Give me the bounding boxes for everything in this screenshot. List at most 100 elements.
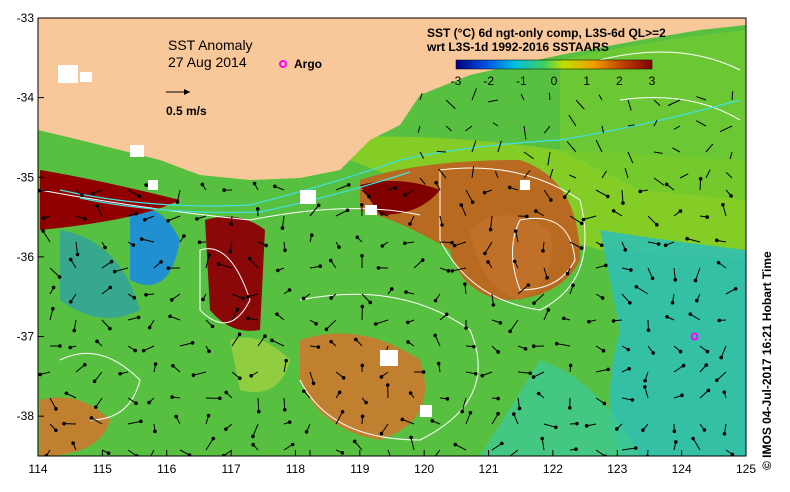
velocity-arrow-head [237, 332, 242, 337]
velocity-arrow [533, 371, 545, 378]
velocity-arrow [419, 151, 425, 159]
velocity-arrow [705, 143, 714, 153]
velocity-arrow [568, 174, 577, 179]
velocity-arrow-head [587, 319, 591, 324]
velocity-arrow-head [507, 185, 512, 190]
velocity-arrow [465, 125, 473, 132]
velocity-arrow-head [134, 211, 139, 216]
velocity-arrow-head [638, 189, 643, 194]
velocity-arrow-head [482, 190, 487, 195]
velocity-arrow-head [512, 412, 516, 416]
velocity-arrow [257, 335, 266, 347]
velocity-arrow-head [38, 188, 42, 193]
velocity-arrow-head [38, 372, 42, 377]
velocity-arrow [283, 397, 286, 410]
velocity-arrow [705, 169, 711, 179]
velocity-arrow-head [565, 271, 570, 276]
velocity-arrow [179, 342, 193, 347]
velocity-arrow-head [549, 198, 553, 202]
velocity-arrow [523, 125, 527, 140]
velocity-arrow [94, 371, 103, 382]
velocity-arrow [491, 293, 494, 305]
argo-marker-icon [279, 60, 287, 68]
velocity-arrow [141, 238, 155, 243]
velocity-arrow-head [324, 327, 329, 332]
velocity-arrow-head [691, 436, 695, 441]
velocity-arrow-head [633, 446, 638, 450]
velocity-arrow [252, 423, 259, 437]
velocity-arrow [547, 151, 551, 166]
velocity-arrow-head [714, 238, 719, 243]
velocity-arrow-head [341, 376, 346, 380]
velocity-arrow [410, 437, 415, 451]
velocity-arrow-head [224, 427, 228, 431]
velocity-arrow-head [408, 391, 413, 395]
argo-float-marker [690, 332, 699, 341]
velocity-arrow [460, 204, 467, 217]
velocity-arrow-head [678, 349, 683, 354]
velocity-arrow [583, 215, 597, 221]
velocity-arrow [95, 397, 103, 408]
velocity-arrow [569, 241, 582, 249]
velocity-arrow [568, 114, 577, 127]
velocity-arrow-head [450, 269, 455, 273]
velocity-arrow-head [166, 218, 171, 223]
velocity-arrow-head [654, 222, 659, 227]
velocity-arrow [647, 267, 654, 279]
velocity-arrow-head [673, 278, 678, 282]
velocity-arrow-head [584, 424, 589, 428]
velocity-arrow-head [222, 188, 226, 192]
velocity-arrow-head [190, 341, 195, 345]
velocity-arrow-head [408, 222, 412, 226]
velocity-arrow-head [133, 348, 137, 353]
velocity-arrow [281, 215, 285, 229]
velocity-arrow [509, 319, 519, 332]
velocity-arrow [413, 259, 424, 269]
velocity-arrow-head [132, 295, 137, 300]
velocity-arrow-head [575, 421, 579, 426]
velocity-arrow-head [405, 320, 410, 325]
velocity-arrow-head [581, 217, 586, 222]
velocity-arrow-head [72, 328, 77, 333]
velocity-arrow [595, 368, 609, 373]
velocity-arrow-head [579, 221, 584, 226]
velocity-arrow [168, 215, 181, 222]
velocity-arrow [445, 99, 456, 110]
velocity-arrow-head [446, 269, 451, 273]
velocity-arrow-head [611, 319, 616, 323]
velocity-arrow-head [601, 348, 606, 353]
velocity-arrow-head [705, 349, 710, 354]
velocity-arrow-head [290, 442, 295, 447]
velocity-arrow [621, 189, 624, 204]
velocity-arrow [699, 390, 709, 399]
colorbar-tick-label: 1 [583, 74, 590, 88]
velocity-arrow [471, 140, 477, 153]
velocity-arrow-head [54, 407, 58, 411]
velocity-arrow [644, 386, 649, 399]
velocity-arrow [695, 120, 707, 127]
velocity-arrow-head [685, 236, 689, 241]
velocity-arrow [49, 308, 54, 321]
velocity-arrow [49, 267, 60, 278]
sst-field [38, 18, 746, 456]
velocity-arrow-head [106, 451, 111, 455]
velocity-arrow-head [93, 405, 98, 409]
velocity-arrow [653, 99, 661, 107]
lon-tick-label: 122 [543, 462, 563, 476]
velocity-arrow-head [531, 375, 536, 379]
velocity-arrow-head [340, 451, 345, 455]
velocity-arrow-head [187, 453, 192, 456]
velocity-arrow [673, 267, 676, 280]
velocity-arrow-head [309, 233, 314, 237]
velocity-arrow [722, 204, 727, 217]
velocity-arrow-head [360, 304, 365, 309]
velocity-arrow-head [147, 325, 152, 330]
velocity-arrow-head [491, 303, 496, 307]
velocity-arrow-head [224, 390, 229, 395]
velocity-arrow-head [228, 249, 232, 254]
velocity-arrow-head [80, 193, 84, 198]
lon-tick-label: 115 [93, 462, 112, 476]
velocity-arrow-head [611, 209, 616, 213]
velocity-arrow-head [646, 328, 651, 332]
velocity-arrow [419, 177, 426, 185]
